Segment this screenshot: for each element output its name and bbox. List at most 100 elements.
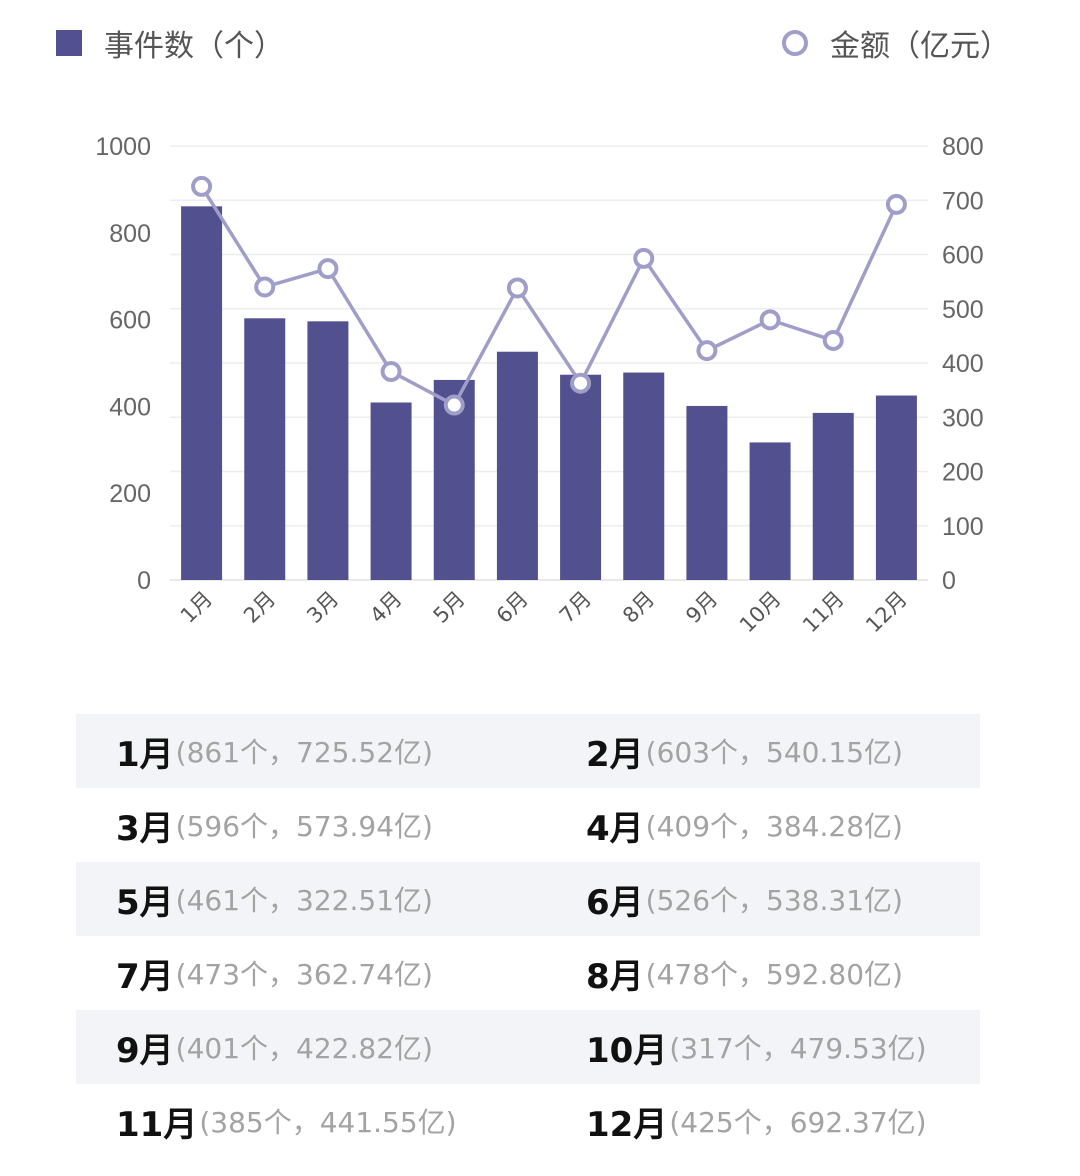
line-point	[885, 193, 907, 215]
right-axis-tick-label: 400	[942, 350, 984, 378]
table-cell: 8月 (478个，592.80亿)	[546, 936, 980, 1010]
month-detail: (473个，362.74亿)	[175, 958, 433, 991]
line-point	[696, 340, 718, 362]
x-axis-tick-label: 11月	[798, 587, 849, 638]
line-point	[191, 175, 213, 197]
bar-swatch-icon	[56, 30, 82, 56]
right-axis-tick-label: 0	[942, 567, 956, 595]
circle-marker-icon	[782, 30, 808, 56]
table-cell: 7月 (473个，362.74亿)	[76, 936, 546, 1010]
x-axis-tick-label: 1月	[176, 587, 217, 628]
left-axis-tick-label: 1000	[95, 133, 151, 161]
month-detail: (425个，692.37亿)	[669, 1106, 927, 1139]
combo-chart: 0 100 200 300 400 500 600 700 800 0 200 400 600 800 10…	[95, 133, 984, 638]
line-point	[570, 372, 592, 394]
x-axis-tick-label: 8月	[618, 587, 659, 628]
x-axis-tick-label: 3月	[302, 587, 343, 628]
bar	[244, 318, 286, 580]
x-axis-tick-label: 9月	[681, 587, 722, 628]
month-detail: (401个，422.82亿)	[175, 1032, 433, 1065]
table-row: 11月 (385个，441.55亿) 12月 (425个，692.37亿)	[76, 1084, 980, 1158]
right-axis-tick-label: 700	[942, 187, 984, 215]
x-axis-tick-label: 5月	[429, 587, 470, 628]
bar	[875, 395, 917, 580]
left-axis-tick-label: 600	[109, 307, 151, 335]
month-detail: (603个，540.15亿)	[645, 736, 903, 769]
amount-series-line	[200, 185, 899, 407]
legend-label-events: 事件数（个）	[104, 29, 284, 64]
table-cell: 11月 (385个，441.55亿)	[76, 1084, 546, 1158]
bar	[496, 351, 538, 580]
table-cell: 5月 (461个，322.51亿)	[76, 862, 546, 936]
table-cell: 12月 (425个，692.37亿)	[546, 1084, 980, 1158]
month-detail: (409个，384.28亿)	[645, 810, 903, 843]
table-row: 1月 (861个，725.52亿) 2月 (603个，540.15亿)	[76, 714, 980, 788]
bar	[623, 372, 665, 580]
left-axis-tick-label: 200	[109, 480, 151, 508]
bar	[307, 321, 349, 580]
chart-legend: 事件数（个） 金额（亿元）	[0, 18, 1080, 68]
x-axis-tick-label: 12月	[861, 587, 912, 638]
month-detail: (317个，479.53亿)	[669, 1032, 927, 1065]
x-axis-tick-label: 4月	[365, 587, 406, 628]
month-label: 12月	[586, 1104, 668, 1145]
right-axis-tick-label: 800	[942, 133, 984, 161]
month-detail: (385个，441.55亿)	[199, 1106, 457, 1139]
x-axis-tick-label: 10月	[735, 587, 786, 638]
right-axis-tick-label: 300	[942, 404, 984, 432]
month-label: 10月	[586, 1030, 668, 1071]
table-cell: 9月 (401个，422.82亿)	[76, 1010, 546, 1084]
x-axis-tick-label: 6月	[492, 587, 533, 628]
line-point	[506, 277, 528, 299]
legend-item-events[interactable]: 事件数（个）	[56, 18, 284, 68]
x-axis-tick-label: 7月	[555, 587, 596, 628]
table-cell: 6月 (526个，538.31亿)	[546, 862, 980, 936]
line-point	[380, 361, 402, 383]
month-label: 2月	[586, 734, 644, 775]
table-cell: 2月 (603个，540.15亿)	[546, 714, 980, 788]
table-row: 7月 (473个，362.74亿) 8月 (478个，592.80亿)	[76, 936, 980, 1010]
month-label: 5月	[116, 882, 174, 923]
line-point	[443, 394, 465, 416]
monthly-summary-table: 1月 (861个，725.52亿) 2月 (603个，540.15亿) 3月 (596个，…	[76, 714, 980, 1158]
bar	[686, 405, 728, 580]
table-row: 3月 (596个，573.94亿) 4月 (409个，384.28亿)	[76, 788, 980, 862]
month-detail: (461个，322.51亿)	[175, 884, 433, 917]
line-point	[317, 258, 339, 280]
month-detail: (596个，573.94亿)	[175, 810, 433, 843]
line-point	[254, 276, 276, 298]
line-point	[633, 247, 655, 269]
table-cell: 1月 (861个，725.52亿)	[76, 714, 546, 788]
bar	[560, 374, 602, 580]
month-label: 1月	[116, 734, 174, 775]
table-cell: 3月 (596个，573.94亿)	[76, 788, 546, 862]
x-axis-tick-label: 2月	[239, 587, 280, 628]
bar	[749, 442, 791, 580]
table-row: 9月 (401个，422.82亿) 10月 (317个，479.53亿)	[76, 1010, 980, 1084]
table-cell: 4月 (409个，384.28亿)	[546, 788, 980, 862]
month-label: 3月	[116, 808, 174, 849]
right-axis-tick-label: 100	[942, 513, 984, 541]
bar	[181, 206, 223, 581]
month-detail: (861个，725.52亿)	[175, 736, 433, 769]
month-label: 6月	[586, 882, 644, 923]
bar	[812, 412, 854, 580]
line-point	[759, 309, 781, 331]
month-label: 7月	[116, 956, 174, 997]
left-axis-tick-label: 0	[137, 567, 151, 595]
legend-item-amount[interactable]: 金额（亿元）	[782, 18, 1010, 68]
month-label: 9月	[116, 1030, 174, 1071]
left-axis-tick-label: 400	[109, 393, 151, 421]
right-axis-tick-label: 500	[942, 296, 984, 324]
month-label: 4月	[586, 808, 644, 849]
table-cell: 10月 (317个，479.53亿)	[546, 1010, 980, 1084]
bar	[370, 402, 412, 580]
table-row: 5月 (461个，322.51亿) 6月 (526个，538.31亿)	[76, 862, 980, 936]
legend-label-amount: 金额（亿元）	[830, 29, 1010, 64]
month-detail: (478个，592.80亿)	[645, 958, 903, 991]
month-label: 8月	[586, 956, 644, 997]
line-point	[822, 329, 844, 351]
month-label: 11月	[116, 1104, 198, 1145]
right-axis-tick-label: 200	[942, 459, 984, 487]
right-axis-tick-label: 600	[942, 242, 984, 270]
